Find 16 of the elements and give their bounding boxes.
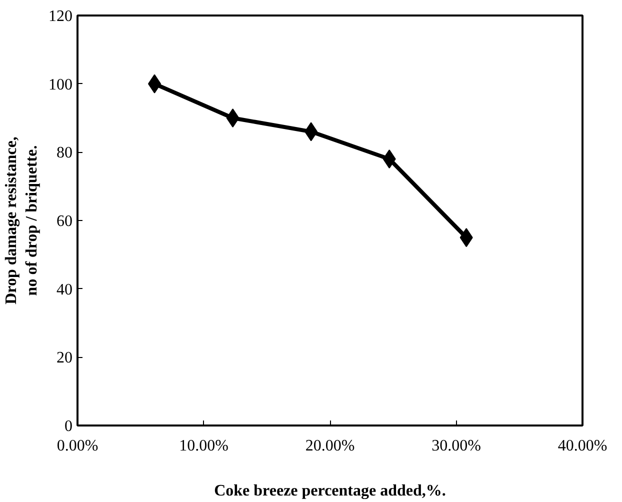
y-tick-label: 80 — [56, 144, 72, 162]
y-tick-label: 100 — [48, 76, 72, 94]
point — [382, 150, 396, 168]
x-tick-label: 0.00% — [56, 438, 98, 454]
x-tick-label: 20.00% — [305, 438, 355, 454]
y-tick-label: 40 — [56, 281, 72, 298]
y-axis-title: Drop damage resistance, no of drop / briquette. — [3, 136, 40, 304]
y-tick-label: 0 — [64, 418, 72, 435]
x-tick-label: 10.00% — [179, 438, 228, 454]
y-tick-label: 120 — [48, 8, 72, 25]
x-tick-label: 30.00% — [432, 438, 481, 454]
x-axis-title: Coke breeze percentage added,%. — [214, 482, 446, 500]
x-tick-label: 40.00% — [558, 438, 608, 454]
y-tick-label: 60 — [56, 213, 72, 230]
point — [226, 108, 240, 128]
y-tick-label: 20 — [56, 350, 72, 367]
